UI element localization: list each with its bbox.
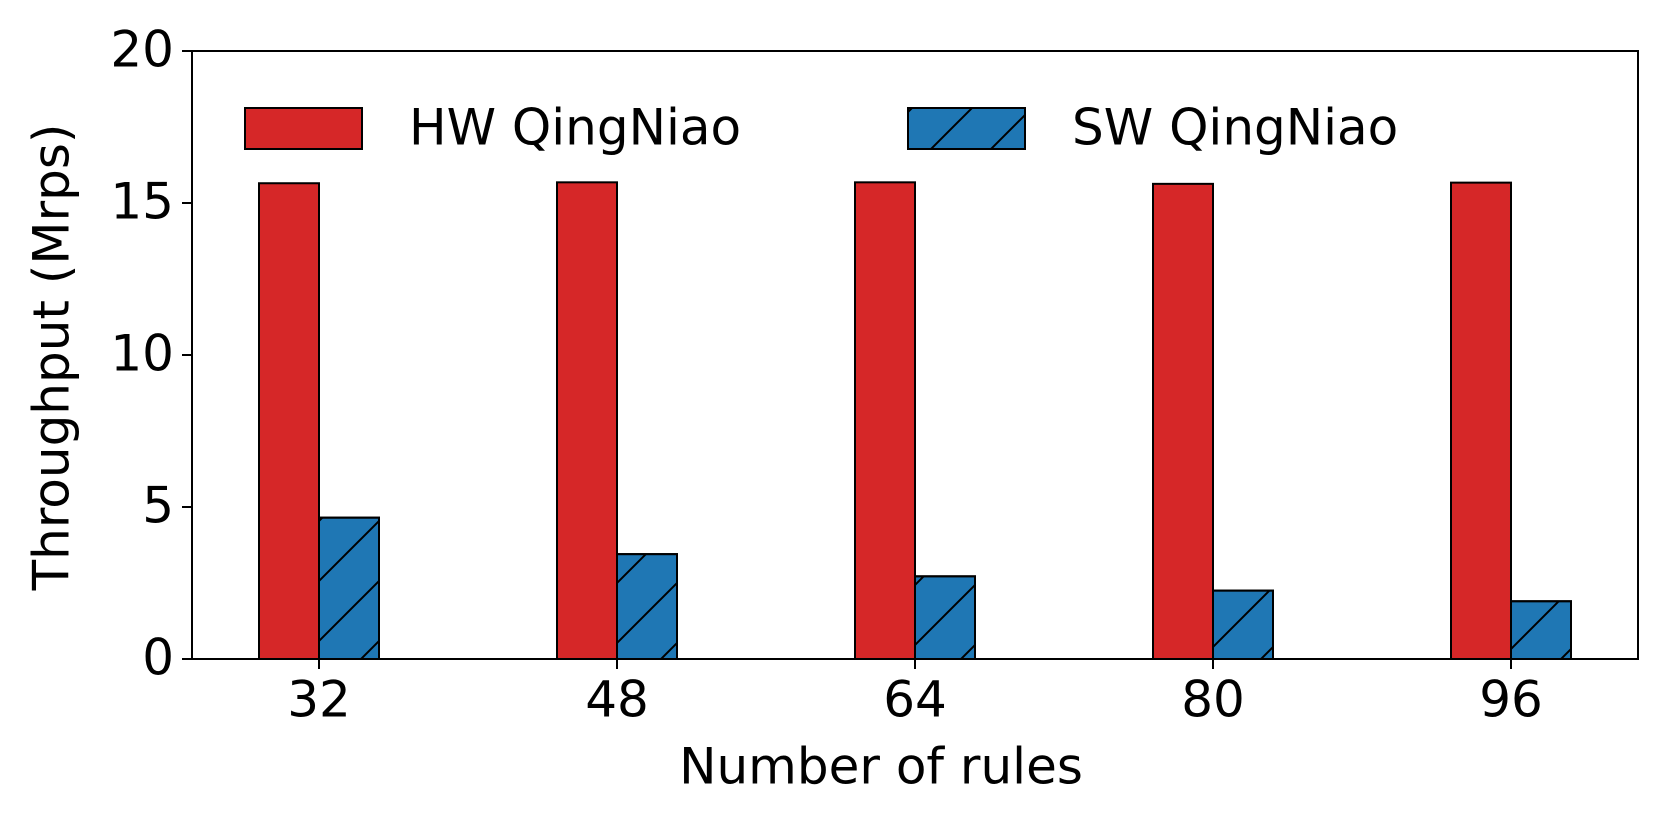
x-tick-label: 80 <box>1181 671 1245 729</box>
y-tick-label: 15 <box>110 173 174 231</box>
bar <box>854 181 916 660</box>
plot-frame <box>191 50 1639 660</box>
bar-hatch <box>914 575 976 661</box>
y-tick-label: 5 <box>142 477 174 535</box>
bar <box>1450 181 1512 661</box>
bar-hatch <box>1510 600 1572 660</box>
legend-swatch-hatch <box>907 107 1026 150</box>
x-tick-label: 48 <box>585 671 649 729</box>
legend-swatch <box>244 107 363 150</box>
y-axis-label: Throughput (Mrps) <box>23 124 81 592</box>
bar <box>258 182 320 661</box>
x-axis-label: Number of rules <box>679 738 1083 796</box>
y-tick-label: 10 <box>110 325 174 383</box>
bar-hatch <box>1212 589 1274 660</box>
legend-label: SW QingNiao <box>1072 99 1398 157</box>
bar <box>556 181 618 660</box>
x-tick-label: 64 <box>883 671 947 729</box>
y-tick-label: 0 <box>142 629 174 687</box>
y-tick-label: 20 <box>110 21 174 79</box>
x-tick-label: 96 <box>1479 671 1543 729</box>
bar-hatch <box>318 516 380 661</box>
legend-label: HW QingNiao <box>409 99 741 157</box>
bar <box>1152 182 1214 661</box>
x-tick-label: 32 <box>287 671 351 729</box>
bar-hatch <box>616 553 678 660</box>
